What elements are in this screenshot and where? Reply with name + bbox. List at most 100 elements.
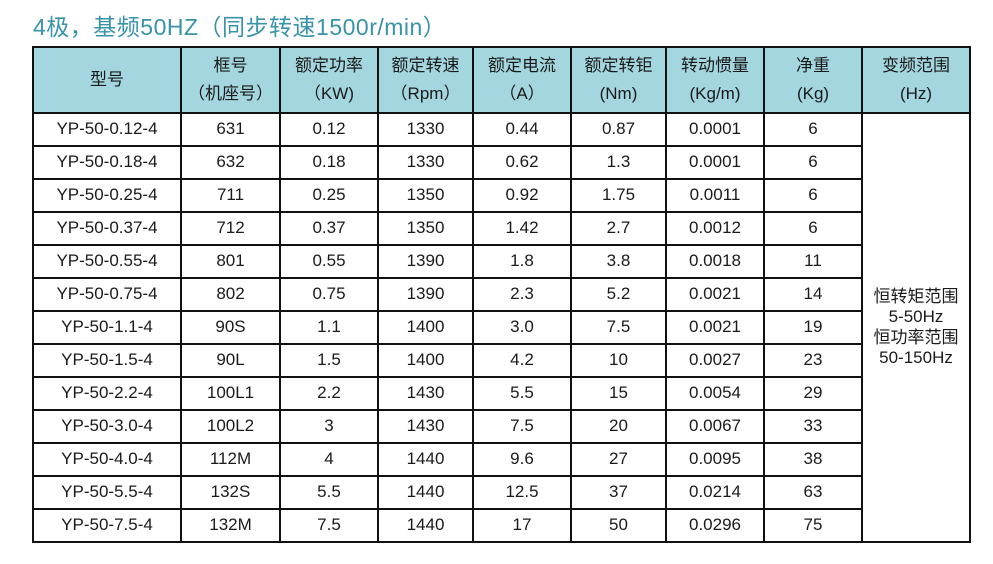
value-cell: 1.1 [279, 310, 379, 345]
value-cell: 0.0027 [665, 343, 765, 378]
value-cell: 1330 [377, 112, 474, 147]
value-cell: 801 [180, 244, 281, 279]
value-cell: 20 [570, 409, 667, 444]
value-cell: 6 [763, 145, 863, 180]
value-cell: 1390 [377, 277, 474, 312]
table-row: YP-50-0.25-4 711 0.25 1350 0.92 1.75 0.0011 6 [32, 178, 970, 213]
value-cell: 7.5 [472, 409, 572, 444]
value-cell: 11 [763, 244, 863, 279]
value-cell: 631 [180, 112, 281, 147]
table-row: YP-50-7.5-4 132M 7.5 1440 17 50 0.0296 75 [32, 508, 970, 543]
table-header: 型号 框号 （机座号） 额定功率 （KW) 额定转速 （Rpm） 额定电流 （A） 额定转钜 (Nm… [32, 46, 971, 114]
value-cell: 1.5 [279, 343, 379, 378]
column-header-line2: （A） [499, 84, 545, 103]
value-cell: 6 [763, 112, 863, 147]
value-cell: 3.8 [570, 244, 667, 279]
value-cell: 3.0 [472, 310, 572, 345]
value-cell: 1.75 [570, 178, 667, 213]
table-row: YP-50-5.5-4 132S 5.5 1440 12.5 37 0.0214 63 [32, 475, 970, 510]
column-header: 转动惯量 (Kg/m) [665, 46, 765, 114]
value-cell: 1440 [377, 442, 474, 477]
value-cell: 0.37 [279, 211, 379, 246]
column-header-line2: (Hz) [899, 84, 933, 103]
table-row: YP-50-3.0-4 100L2 3 1430 7.5 20 0.0067 33 [32, 409, 970, 444]
value-cell: 1.8 [472, 244, 572, 279]
value-cell: 0.25 [279, 178, 379, 213]
column-header: 额定功率 （KW) [279, 46, 379, 114]
table-row: YP-50-0.12-4 631 0.12 1330 0.44 0.87 0.0001 6 恒转… [32, 112, 971, 543]
value-cell: 0.0011 [665, 178, 765, 213]
page-title: 4极，基频50HZ（同步转速1500r/min） [33, 14, 447, 40]
model-cell: YP-50-1.5-4 [32, 343, 182, 378]
value-cell: 5.5 [279, 475, 379, 510]
column-header: 额定电流 （A） [472, 46, 572, 114]
value-cell: 5.2 [570, 277, 667, 312]
value-cell: 3 [279, 409, 379, 444]
value-cell: 0.12 [279, 112, 379, 147]
column-header-line1: 转动惯量 [681, 55, 749, 75]
model-cell: YP-50-5.5-4 [32, 475, 182, 510]
column-header-line1: 额定功率 [295, 55, 363, 75]
value-cell: 15 [570, 376, 667, 411]
value-cell: 712 [180, 211, 281, 246]
value-cell: 0.0296 [665, 508, 765, 543]
table-row: YP-50-0.75-4 802 0.75 1390 2.3 5.2 0.0021 14 [32, 277, 970, 312]
table-row: YP-50-0.55-4 801 0.55 1390 1.8 3.8 0.0018 11 [32, 244, 970, 279]
value-cell: 802 [180, 277, 281, 312]
model-cell: YP-50-0.37-4 [32, 211, 182, 246]
value-cell: 1440 [377, 508, 474, 543]
value-cell: 90L [180, 343, 281, 378]
value-cell: 132M [180, 508, 281, 543]
header-row: 型号 框号 （机座号） 额定功率 （KW) 额定转速 （Rpm） 额定电流 （A） 额定转钜 (Nm… [32, 46, 971, 114]
column-header-line2: （机座号） [188, 84, 273, 103]
value-cell: 19 [763, 310, 863, 345]
value-cell: 5.5 [472, 376, 572, 411]
model-cell: YP-50-0.55-4 [32, 244, 182, 279]
value-cell: 632 [180, 145, 281, 180]
value-cell: 0.0018 [665, 244, 765, 279]
column-header: 变频范围 (Hz) [861, 46, 971, 114]
model-cell: YP-50-0.75-4 [32, 277, 182, 312]
value-cell: 33 [763, 409, 863, 444]
column-header-line1: 型号 [90, 69, 124, 89]
value-cell: 0.0214 [665, 475, 765, 510]
value-cell: 23 [763, 343, 863, 378]
value-cell: 0.0067 [665, 409, 765, 444]
column-header-line2: （Rpm） [390, 84, 461, 103]
column-header: 型号 [32, 46, 182, 114]
value-cell: 0.0021 [665, 277, 765, 312]
column-header-line1: 额定转速 [391, 55, 460, 75]
table-row: YP-50-1.1-4 90S 1.1 1400 3.0 7.5 0.0021 19 [32, 310, 970, 345]
value-cell: 50 [570, 508, 667, 543]
value-cell: 7.5 [570, 310, 667, 345]
column-header-line2: (Kg/m) [689, 84, 741, 103]
value-cell: 6 [763, 211, 863, 246]
value-cell: 2.3 [472, 277, 572, 312]
column-header-line2: （KW) [303, 84, 355, 103]
value-cell: 10 [570, 343, 667, 378]
column-header: 净重 (Kg) [763, 46, 863, 114]
table-row: YP-50-2.2-4 100L1 2.2 1430 5.5 15 0.0054 29 [32, 376, 970, 411]
column-header-line2: (Nm) [599, 84, 638, 103]
value-cell: 2.2 [279, 376, 379, 411]
value-cell: 0.0001 [665, 145, 765, 180]
value-cell: 1430 [377, 409, 474, 444]
value-cell: 100L2 [180, 409, 281, 444]
value-cell: 9.6 [472, 442, 572, 477]
value-cell: 1400 [377, 343, 474, 378]
model-cell: YP-50-2.2-4 [32, 376, 182, 411]
model-cell: YP-50-3.0-4 [32, 409, 182, 444]
model-cell: YP-50-4.0-4 [32, 442, 182, 477]
value-cell: 1.3 [570, 145, 667, 180]
model-cell: YP-50-0.18-4 [32, 145, 182, 180]
value-cell: 4.2 [472, 343, 572, 378]
value-cell: 0.0012 [665, 211, 765, 246]
model-cell: YP-50-7.5-4 [32, 508, 182, 543]
column-header: 额定转速 （Rpm） [377, 46, 474, 114]
value-cell: 0.0095 [665, 442, 765, 477]
model-cell: YP-50-0.12-4 [32, 112, 182, 147]
value-cell: 1400 [377, 310, 474, 345]
freq-range-line: 50-150Hz [879, 347, 953, 367]
column-header-line2: (Kg) [796, 84, 830, 103]
